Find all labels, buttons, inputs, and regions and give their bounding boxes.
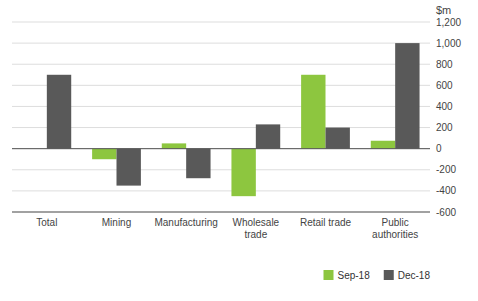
legend-item: Dec-18 [384,270,431,281]
legend-swatch [384,270,394,280]
grid-line [12,22,430,23]
x-tick-label-line: trade [244,229,267,240]
grid-line [12,85,430,86]
x-tick-label-line: Mining [102,217,131,228]
bar [301,75,325,149]
x-axis: Total Mining Manufacturing Wholesaletrade Re… [36,217,418,240]
bar [395,43,419,149]
x-tick-label-line: Wholesale [232,217,279,228]
y-tick-label: -400 [436,185,456,196]
x-tick-label: Total [36,217,57,228]
y-tick-label: 200 [436,122,453,133]
x-tick-label-line: Total [36,217,57,228]
x-axis-line [12,212,430,213]
y-tick-label: 800 [436,59,453,70]
grid-line [12,212,430,213]
bar [47,75,71,149]
x-tick-label: Publicauthorities [372,217,418,240]
bar [92,149,116,160]
legend-item: Sep-18 [324,270,371,281]
y-tick-label: 400 [436,101,453,112]
grid-line [12,148,430,149]
legend: Sep-18 Dec-18 [324,270,431,281]
y-tick-label: -600 [436,207,456,218]
grid-line [12,64,430,65]
y-tick-label: -200 [436,164,456,175]
bar [326,128,350,149]
bar [162,143,186,148]
chart: -600 -400 -200 0 200 400 600 800 1,000 1,200$m Tot… [0,0,478,301]
bars [47,43,420,196]
grid-line [12,169,430,170]
x-tick-label-line: authorities [372,229,418,240]
grid-line [12,106,430,107]
legend-label: Sep-18 [338,270,371,281]
y-axis-label: $m [436,4,451,16]
y-tick-label: 0 [436,143,442,154]
y-tick-label: 600 [436,80,453,91]
legend-label: Dec-18 [398,270,431,281]
x-tick-label-line: Public [382,217,409,228]
bar [371,141,395,149]
bar [186,149,210,179]
bar [117,149,141,186]
y-axis: -600 -400 -200 0 200 400 600 800 1,000 1,200 [12,17,461,218]
x-tick-label: Retail trade [300,217,352,228]
y-tick-label: 1,000 [436,38,461,49]
bar [231,149,255,197]
x-tick-label-line: Retail trade [300,217,352,228]
x-tick-label: Manufacturing [154,217,217,228]
grid-line [12,190,430,191]
x-tick-label-line: Manufacturing [154,217,217,228]
bar [256,124,280,148]
grid-line [12,127,430,128]
x-tick-label: Wholesaletrade [232,217,279,240]
grid-line [12,43,430,44]
x-tick-label: Mining [102,217,131,228]
legend-swatch [324,270,334,280]
zero-line [12,148,430,149]
y-tick-label: 1,200 [436,17,461,28]
